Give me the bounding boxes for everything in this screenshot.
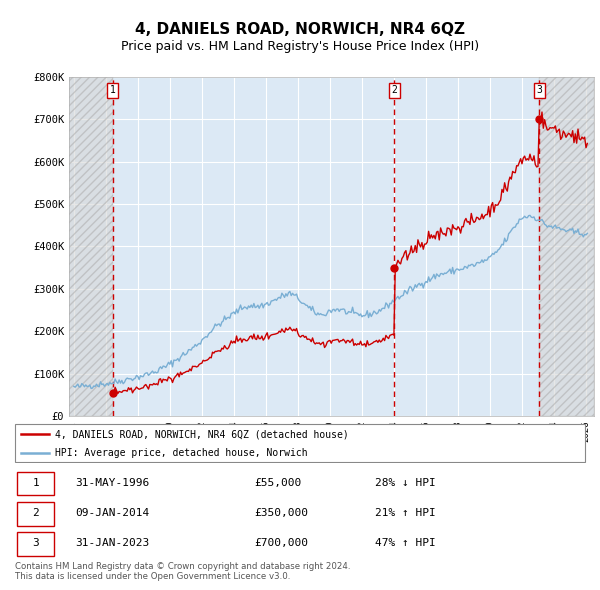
Text: £700,000: £700,000 bbox=[254, 538, 308, 548]
FancyBboxPatch shape bbox=[17, 471, 54, 496]
Text: Contains HM Land Registry data © Crown copyright and database right 2024.
This d: Contains HM Land Registry data © Crown c… bbox=[15, 562, 350, 581]
Bar bbox=[539, 77, 594, 416]
Text: 4, DANIELS ROAD, NORWICH, NR4 6QZ: 4, DANIELS ROAD, NORWICH, NR4 6QZ bbox=[135, 22, 465, 37]
Text: 4, DANIELS ROAD, NORWICH, NR4 6QZ (detached house): 4, DANIELS ROAD, NORWICH, NR4 6QZ (detac… bbox=[55, 430, 349, 440]
Bar bbox=[69, 77, 113, 416]
Text: 31-MAY-1996: 31-MAY-1996 bbox=[76, 477, 149, 487]
Text: 1: 1 bbox=[32, 477, 39, 487]
Text: 2: 2 bbox=[391, 86, 397, 95]
FancyBboxPatch shape bbox=[17, 532, 54, 556]
Text: £350,000: £350,000 bbox=[254, 508, 308, 518]
FancyBboxPatch shape bbox=[15, 424, 585, 462]
Text: HPI: Average price, detached house, Norwich: HPI: Average price, detached house, Norw… bbox=[55, 448, 308, 458]
Text: 47% ↑ HPI: 47% ↑ HPI bbox=[375, 538, 436, 548]
Text: 31-JAN-2023: 31-JAN-2023 bbox=[76, 538, 149, 548]
Text: Price paid vs. HM Land Registry's House Price Index (HPI): Price paid vs. HM Land Registry's House … bbox=[121, 40, 479, 53]
Text: 21% ↑ HPI: 21% ↑ HPI bbox=[375, 508, 436, 518]
Text: 3: 3 bbox=[32, 538, 39, 548]
FancyBboxPatch shape bbox=[17, 502, 54, 526]
Text: 28% ↓ HPI: 28% ↓ HPI bbox=[375, 477, 436, 487]
Text: £55,000: £55,000 bbox=[254, 477, 301, 487]
Text: 2: 2 bbox=[32, 508, 39, 518]
Text: 1: 1 bbox=[110, 86, 115, 95]
Text: 09-JAN-2014: 09-JAN-2014 bbox=[76, 508, 149, 518]
Text: 3: 3 bbox=[536, 86, 542, 95]
